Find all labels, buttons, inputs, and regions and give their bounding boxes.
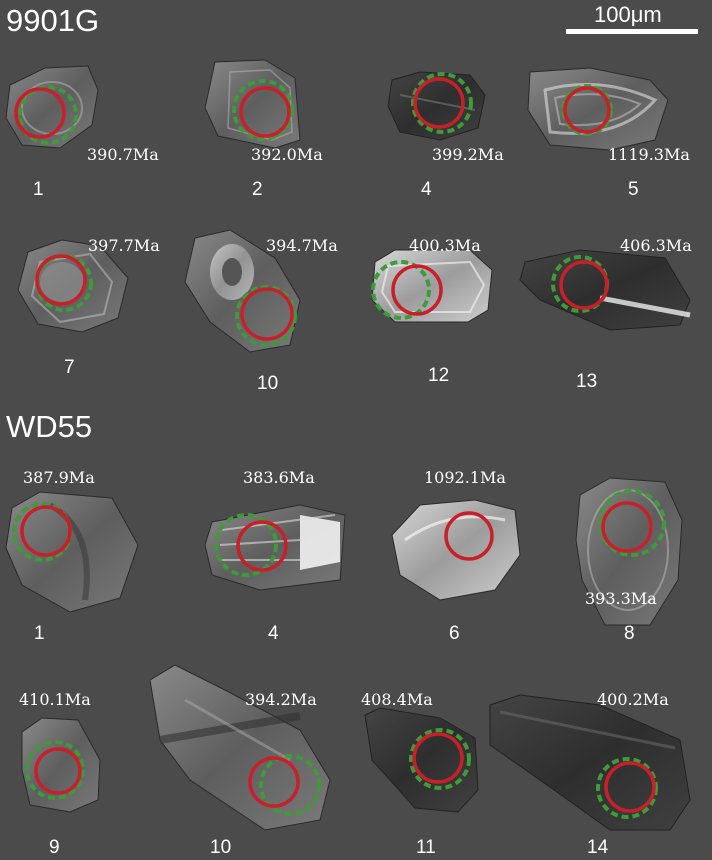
grain-number: 1 (34, 623, 45, 644)
analysis-spot (240, 287, 294, 341)
grain-age: 400.2Ma (597, 690, 669, 709)
analysis-spot (14, 87, 66, 139)
analysis-spot (35, 254, 87, 306)
analysis-spot (20, 505, 72, 557)
zircon-grain (149, 664, 331, 831)
rim-spot-dashed (235, 285, 297, 347)
grain-number: 9 (49, 837, 60, 858)
analysis-spot (559, 260, 609, 310)
analysis-spot (444, 511, 494, 561)
grain-number: 13 (576, 371, 598, 392)
analysis-spot (248, 756, 300, 808)
rim-spot-dashed (561, 84, 613, 136)
analysis-spot (239, 86, 291, 138)
rim-spot-dashed (371, 260, 431, 320)
scale-bar-label: 100μm (594, 2, 662, 27)
grain-age: 390.7Ma (87, 145, 159, 164)
grain-age: 410.1Ma (19, 690, 91, 709)
zircon-grain (527, 67, 669, 151)
rim-spot-dashed (25, 740, 85, 800)
rim-spot-dashed (596, 757, 658, 819)
analysis-spot (604, 761, 656, 813)
zircon-grain (21, 717, 101, 813)
rim-spot-dashed (598, 489, 666, 557)
sample-title: 9901G (6, 3, 100, 38)
rim-spot-dashed (409, 728, 471, 790)
grain-age: 383.6Ma (243, 468, 315, 487)
grain-age: 399.2Ma (432, 145, 504, 164)
grain-number: 7 (64, 357, 75, 378)
grain-number: 8 (624, 623, 635, 644)
grain-age: 394.2Ma (245, 690, 317, 709)
rim-spot-dashed (18, 85, 78, 145)
grain-age: 1092.1Ma (424, 468, 506, 487)
zircon-grain (184, 229, 301, 353)
grain-age: 400.3Ma (409, 236, 481, 255)
grain-number: 10 (257, 373, 279, 394)
grain-age: 393.3Ma (585, 589, 657, 608)
grain-age: 397.7Ma (88, 236, 160, 255)
analysis-spot (601, 501, 653, 553)
analysis-spot (236, 520, 288, 572)
grain-age: 406.3Ma (620, 236, 692, 255)
sample-title: WD55 (6, 409, 93, 444)
grain-number: 5 (628, 179, 639, 200)
analysis-spots (12, 72, 666, 819)
rim-spot-dashed (232, 79, 294, 141)
scale-bar (566, 29, 698, 34)
rim-spot-dashed (411, 72, 473, 134)
grain-age: 394.7Ma (266, 236, 338, 255)
grain-age: 387.9Ma (23, 468, 95, 487)
analysis-spot (391, 264, 443, 316)
grain-number: 6 (449, 623, 460, 644)
grain-number: 4 (268, 623, 279, 644)
grain-age: 1119.3Ma (608, 145, 690, 164)
grain-number: 4 (421, 179, 432, 200)
analysis-spot (413, 77, 465, 129)
grain-number: 10 (210, 837, 232, 858)
analysis-spot (563, 86, 611, 134)
analysis-spot (34, 747, 82, 795)
rim-spot-dashed (214, 513, 278, 577)
analysis-spot (412, 732, 464, 784)
grain-number: 1 (33, 179, 44, 200)
grain-number: 11 (416, 837, 436, 858)
zircon-grain (371, 249, 493, 323)
grain-age: 392.0Ma (251, 145, 323, 164)
grain-number: 2 (252, 179, 263, 200)
grain-age: 408.4Ma (361, 690, 433, 709)
grain-number: 12 (428, 365, 450, 386)
grain-number: 14 (587, 837, 609, 858)
rim-spot-dashed (259, 754, 321, 816)
zircon-grain (489, 694, 691, 831)
zircon-grain (204, 59, 301, 149)
